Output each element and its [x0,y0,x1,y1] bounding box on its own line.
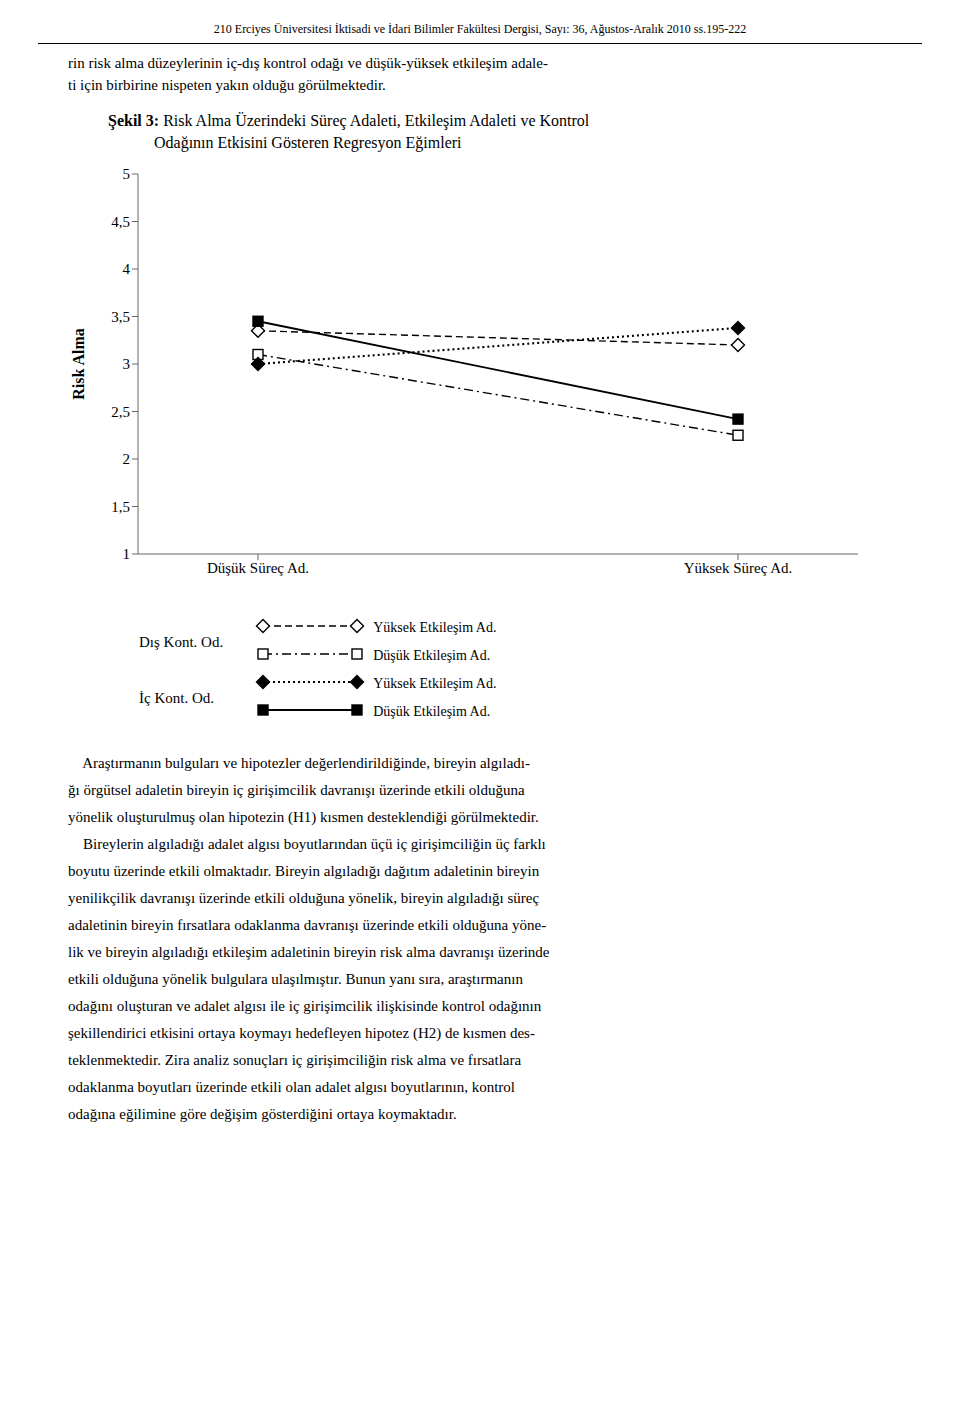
html-text:Şekil 3: Risk Alma Üzerindeki: Şekil 3: Risk Alma Üzerindeki Süreç Adal… [108,112,590,129]
svg-text:Risk Alma: Risk Alma [70,328,87,400]
html-text:Yüksek Etkileşim Ad.: Yüksek Etkileşim Ad. [373,620,497,635]
html-text:Bireylerin algıladığı adalet a: Bireylerin algıladığı adalet algısı boyu… [68,836,546,852]
html-text:yönelik oluşturulmuş olan hipo: yönelik oluşturulmuş olan hipotezin (H1)… [68,809,539,825]
svg-text:4: 4 [123,261,131,277]
html-text:boyutu üzerinde etkili olmakta: boyutu üzerinde etkili olmaktadır. Birey… [68,863,540,879]
svg-text:3,5: 3,5 [111,309,130,325]
svg-text:1: 1 [123,546,131,562]
html-text:Araştırmanın bulguları ve hipo: Araştırmanın bulguları ve hipotezler değ… [68,755,530,771]
svg-text:4,5: 4,5 [111,214,130,230]
html-text:ti için birbirine nispeten yak: ti için birbirine nispeten yakın olduğu … [68,77,386,93]
svg-text:5: 5 [123,166,131,182]
html-text:ğı örgütsel adaletin bireyin i: ğı örgütsel adaletin bireyin iç girişimc… [68,782,525,798]
html-text:Düşük Etkileşim Ad.: Düşük Etkileşim Ad. [373,704,491,719]
html-text:adaletinin bireyin fırsatlara: adaletinin bireyin fırsatlara odaklanma … [68,917,547,933]
html-text:teklenmektedir. Zira analiz so: teklenmektedir. Zira analiz sonuçları iç… [68,1052,522,1068]
html-text:Düşük Etkileşim Ad.: Düşük Etkileşim Ad. [373,648,491,663]
html-text:etkili olduğuna yönelik bulgul: etkili olduğuna yönelik bulgulara ulaşıl… [68,971,523,987]
svg-text:Düşük Süreç Ad.: Düşük Süreç Ad. [207,560,309,576]
svg-text:2,5: 2,5 [111,404,130,420]
html-text:Odağının Etkisini Gösteren Reg: Odağının Etkisini Gösteren Regresyon Eği… [154,134,462,151]
html-text:odaklanma boyutları üzerinde e: odaklanma boyutları üzerinde etkili olan… [68,1079,515,1095]
html-text:lik ve bireyin algıladığı etki: lik ve bireyin algıladığı etkileşim adal… [68,944,550,960]
html-text:odağını oluşturan ve adalet al: odağını oluşturan ve adalet algısı ile i… [68,998,542,1014]
html-text:Yüksek Etkileşim Ad.: Yüksek Etkileşim Ad. [373,676,497,691]
html-text:şekillendirici etkisini ortaya: şekillendirici etkisini ortaya koymayı h… [68,1025,535,1041]
svg-text:2: 2 [123,451,131,467]
svg-text:1,5: 1,5 [111,499,130,515]
html-text:yenilikçilik davranışı üzerind: yenilikçilik davranışı üzerinde etkili o… [68,890,540,906]
svg-text:Yüksek Süreç Ad.: Yüksek Süreç Ad. [684,560,793,576]
html-text:İç Kont. Od.: İç Kont. Od. [139,689,214,706]
svg-text:3: 3 [123,356,131,372]
html-text:Dış Kont. Od.: Dış Kont. Od. [139,633,224,650]
html-text:rin risk alma düzeylerinin iç-: rin risk alma düzeylerinin iç-dış kontro… [68,55,548,71]
html-text:210 Erciyes Üniversitesi İktis: 210 Erciyes Üniversitesi İktisadi ve İda… [213,22,747,36]
html-text:odağına eğilimine göre değişim: odağına eğilimine göre değişim gösterdiğ… [68,1106,457,1122]
